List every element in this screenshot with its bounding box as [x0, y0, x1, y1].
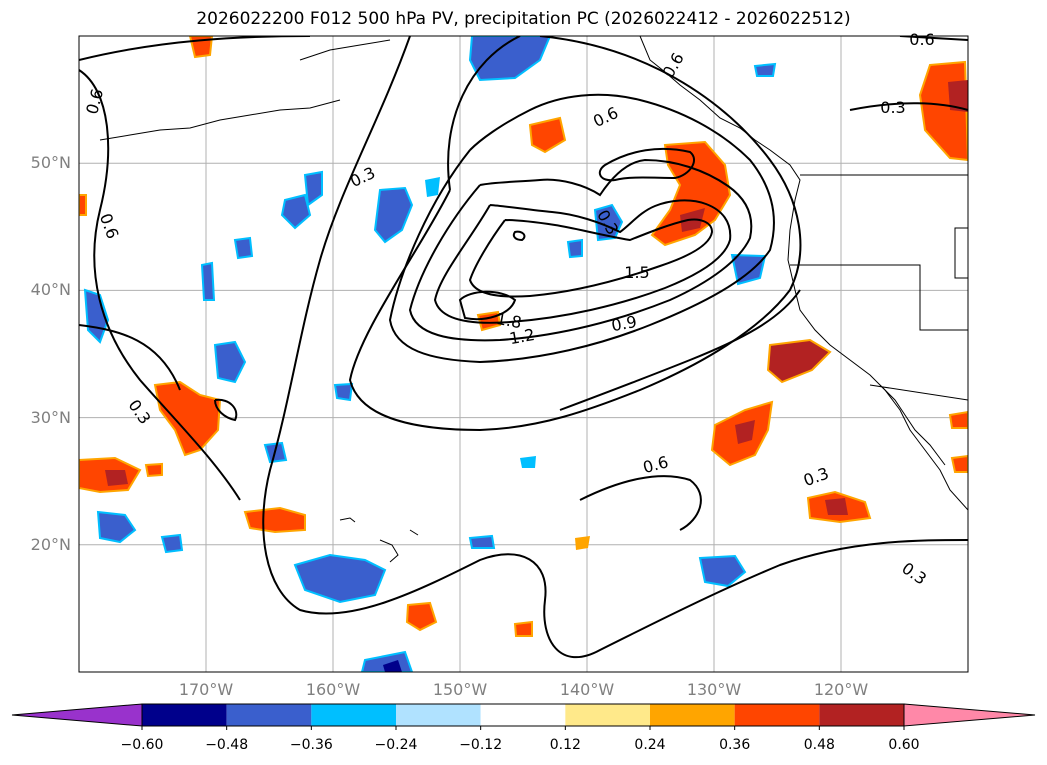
colorbar-tick-label: 0.48: [803, 737, 835, 753]
colorbar-segment: [311, 704, 396, 726]
latitude-label: 20°N: [30, 534, 71, 554]
contour-label: 0.6: [909, 30, 934, 49]
latitude-label: 40°N: [30, 280, 71, 300]
pv-contours: [79, 36, 968, 659]
coastlines: [99, 36, 968, 563]
colorbar-tick-label: 0.24: [634, 737, 666, 753]
colorbar: [11, 703, 1036, 730]
colorbar-tick-label: 0.36: [719, 737, 751, 753]
contour-label: 0.3: [880, 98, 905, 117]
longitude-label: 120°W: [813, 680, 869, 699]
longitude-label: 170°W: [178, 680, 234, 699]
colorbar-tick-label: 0.60: [888, 737, 920, 753]
contour-label: 1.2: [508, 325, 536, 348]
longitude-label: 160°W: [305, 680, 361, 699]
colorbar-tick-label: −0.36: [289, 737, 333, 753]
colorbar-segment: [819, 704, 904, 726]
colorbar-tick-label: −0.24: [374, 737, 418, 753]
colorbar-extend-min: [11, 703, 143, 727]
latitude-label: 50°N: [30, 153, 71, 173]
colorbar-tick-label: −0.60: [120, 737, 164, 753]
contour-label: 1.5: [624, 263, 649, 282]
longitude-label: 140°W: [559, 680, 615, 699]
colorbar-segment: [142, 704, 227, 726]
contour-label: 1.8: [495, 309, 523, 332]
colorbar-segment: [396, 704, 481, 726]
colorbar-segment: [565, 704, 650, 726]
colorbar-tick-label: 0.12: [549, 737, 581, 753]
colorbar-tick-label: −0.12: [459, 737, 503, 753]
colorbar-segment: [226, 704, 312, 726]
colorbar-segment: [480, 704, 566, 726]
map-frame: [78, 35, 969, 673]
colorbar-segment: [734, 704, 820, 726]
latitude-label: 30°N: [30, 407, 71, 427]
colorbar-segment: [650, 704, 735, 726]
colorbar-frame: [141, 703, 905, 727]
contour-label: 0.9: [610, 312, 638, 335]
map-background: [79, 36, 968, 672]
colorbar-tick-label: −0.48: [205, 737, 249, 753]
map-title: 2026022200 F012 500 hPa PV, precipitatio…: [196, 9, 851, 29]
longitude-label: 150°W: [432, 680, 488, 699]
colorbar-extend-max: [903, 703, 1036, 727]
longitude-label: 130°W: [686, 680, 742, 699]
